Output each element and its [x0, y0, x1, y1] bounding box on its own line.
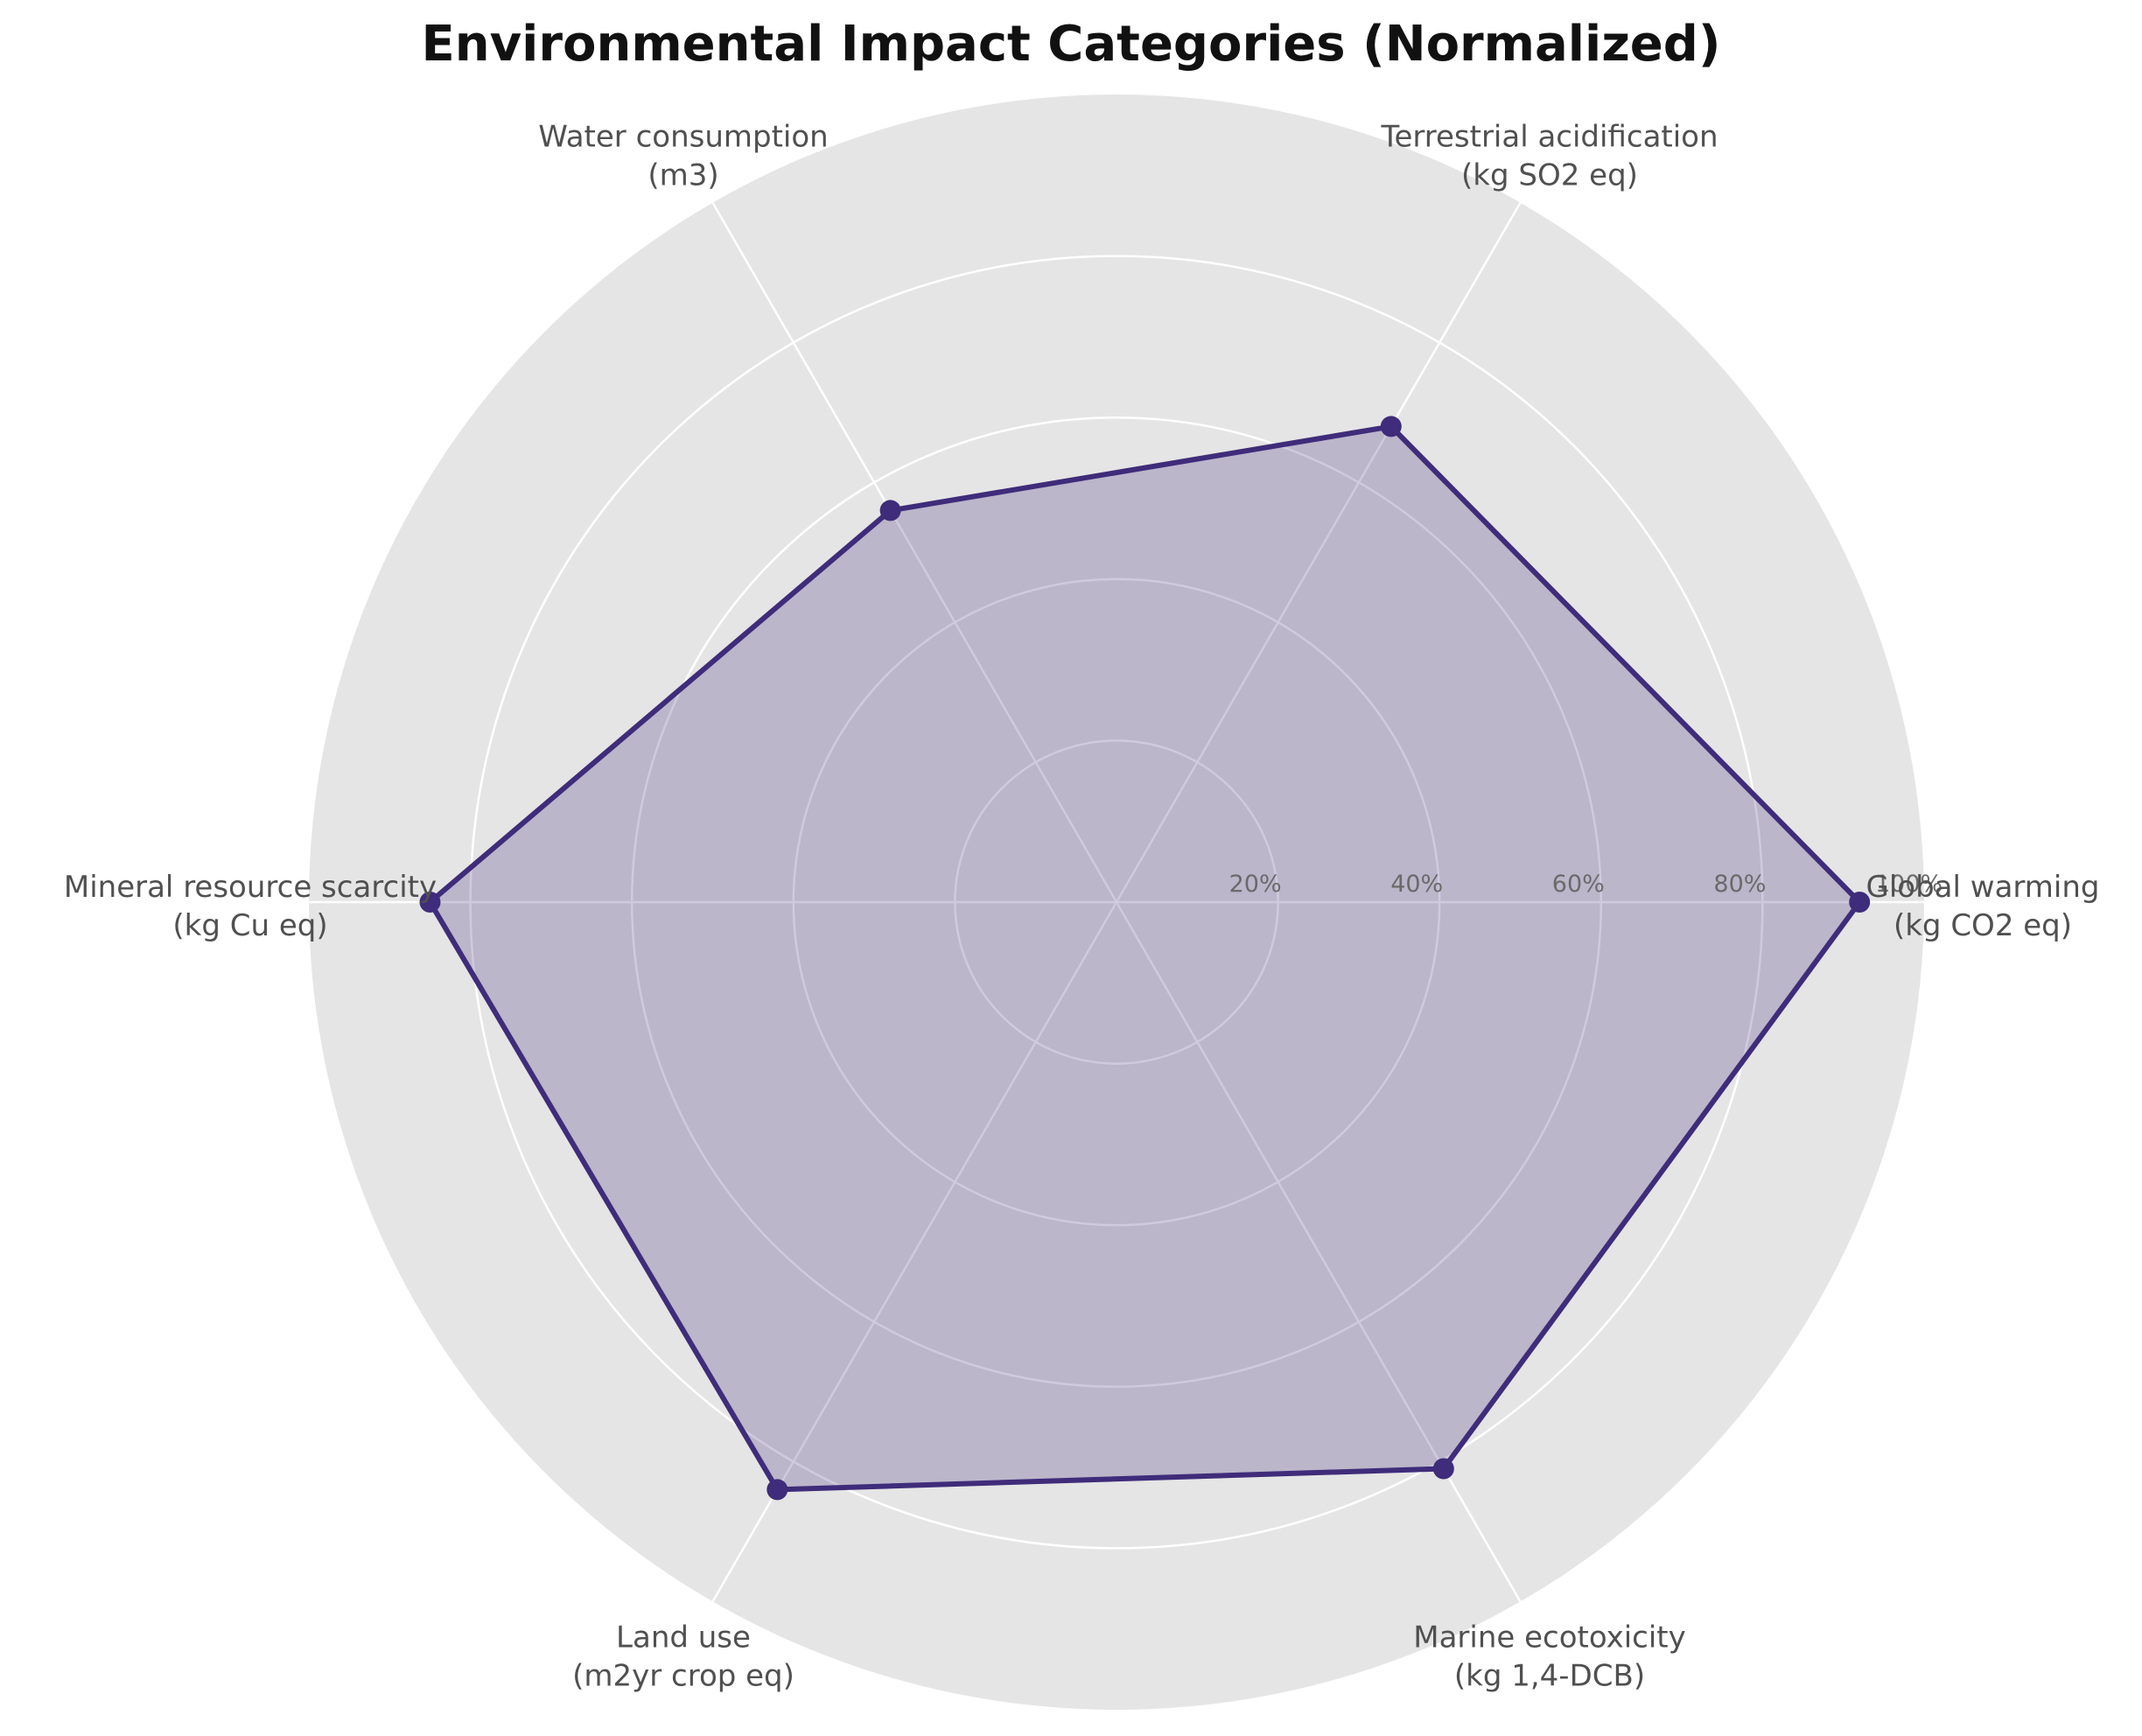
category-unit: (kg SO2 eq): [1461, 158, 1638, 193]
category-name: Water consumption: [538, 120, 828, 155]
category-unit: (m2yr crop eq): [572, 1658, 794, 1693]
category-unit: (kg Cu eq): [172, 908, 327, 943]
radial-tick-label: 100%: [1875, 871, 1942, 898]
series-area: [430, 426, 1860, 1490]
radial-tick-label: 40%: [1390, 871, 1443, 898]
category-unit: (kg CO2 eq): [1894, 908, 2072, 943]
category-label: Mineral resource scarcity (kg Cu eq): [64, 870, 437, 943]
category-name: Marine ecotoxicity: [1413, 1620, 1686, 1655]
grid-spoke: [1115, 202, 1522, 903]
radial-tick-label: 20%: [1229, 871, 1282, 898]
radial-tick-label: 80%: [1713, 871, 1766, 898]
data-point: [766, 1479, 788, 1501]
data-point: [1380, 416, 1402, 438]
category-unit: (kg 1,4-DCB): [1454, 1658, 1645, 1693]
category-name: Land use: [616, 1620, 751, 1655]
data-point: [1432, 1458, 1454, 1480]
category-unit: (m3): [648, 158, 718, 193]
data-point: [1849, 892, 1871, 913]
category-label: Land use (m2yr crop eq): [572, 1620, 794, 1693]
category-name: Mineral resource scarcity: [64, 870, 437, 905]
radial-tick-label: 60%: [1552, 871, 1605, 898]
category-name: Global warming: [1866, 870, 2100, 905]
grid-spoke: [1115, 901, 1522, 1602]
grid-spoke: [711, 202, 1118, 903]
category-label: Water consumption (m3): [538, 120, 828, 193]
data-point: [879, 500, 901, 522]
data-point: [419, 892, 441, 913]
category-name: Terrestrial acidification: [1380, 120, 1718, 155]
category-label: Global warming (kg CO2 eq): [1866, 870, 2100, 943]
category-label: Terrestrial acidification (kg SO2 eq): [1380, 120, 1718, 193]
chart-title: Environmental Impact Categories (Normali…: [421, 16, 1721, 73]
category-label: Marine ecotoxicity (kg 1,4-DCB): [1413, 1620, 1686, 1693]
